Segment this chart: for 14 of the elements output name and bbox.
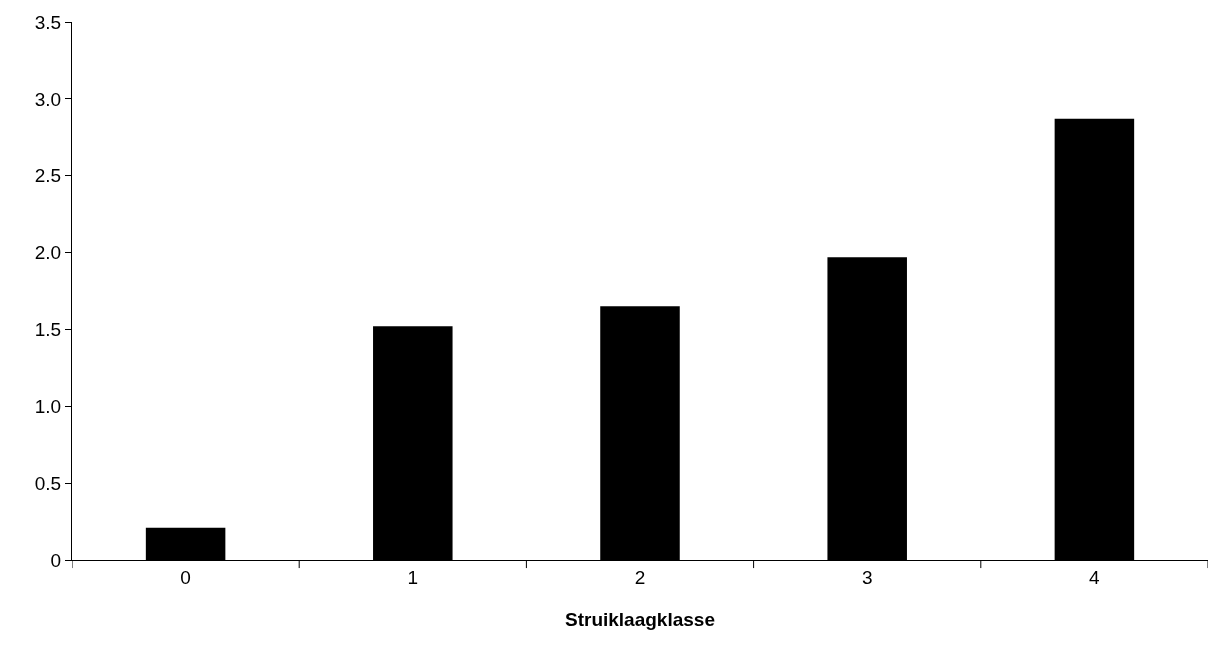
x-tick-label: 2 [634, 566, 646, 588]
x-tick-label: 0 [180, 566, 191, 588]
x-tick-label: 4 [1089, 566, 1101, 588]
x-axis-title: Struiklaagklasse [565, 608, 715, 630]
y-tick-label: 2.5 [34, 165, 62, 187]
y-tick-label: 0 [50, 549, 62, 571]
x-tick-label: 3 [861, 566, 873, 588]
y-tick-label: 3.0 [34, 88, 62, 110]
y-tick-label: 3.5 [34, 11, 62, 33]
x-tick-label: 1 [407, 566, 419, 588]
y-tick-label: 0.5 [34, 472, 62, 494]
y-tick-label: 1.5 [34, 319, 62, 341]
y-tick-label: 2.0 [34, 242, 62, 264]
y-tick-label: 1.0 [34, 395, 62, 417]
